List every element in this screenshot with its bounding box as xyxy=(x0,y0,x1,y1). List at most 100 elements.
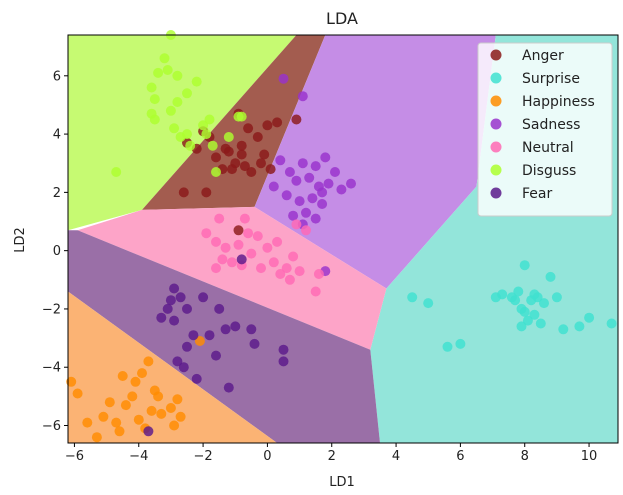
point-happiness xyxy=(120,400,131,411)
point-neutral xyxy=(268,257,279,268)
point-fear xyxy=(191,373,202,384)
point-fear xyxy=(278,356,289,367)
point-surprise xyxy=(545,271,556,282)
point-fear xyxy=(169,283,180,294)
x-axis-label: LD1 xyxy=(329,475,355,490)
point-surprise xyxy=(574,321,585,332)
point-neutral xyxy=(291,219,302,230)
legend-marker xyxy=(490,118,502,130)
point-disguss xyxy=(223,132,234,142)
x-tick-label: 8 xyxy=(521,449,529,464)
point-anger xyxy=(252,132,263,142)
point-happiness xyxy=(127,391,138,402)
region-neutral xyxy=(77,206,387,350)
point-sadness xyxy=(284,167,295,177)
point-sadness xyxy=(336,184,347,195)
point-disguss xyxy=(165,105,176,116)
point-surprise xyxy=(529,289,540,300)
point-surprise xyxy=(522,315,533,326)
point-neutral xyxy=(301,225,311,236)
point-neutral xyxy=(227,257,237,268)
point-sadness xyxy=(310,213,321,224)
point-happiness xyxy=(169,420,180,431)
legend-item-fear: Fear xyxy=(490,186,552,202)
point-fear xyxy=(162,303,173,314)
point-anger xyxy=(220,143,231,154)
point-neutral xyxy=(220,242,231,253)
legend-item-anger: Anger xyxy=(490,48,564,64)
point-disguss xyxy=(172,70,183,81)
point-sadness xyxy=(297,158,308,169)
point-surprise xyxy=(558,324,569,335)
point-surprise xyxy=(551,292,562,303)
x-axis-ticks: −6 −4 −2 0 2 4 6 8 10 xyxy=(65,443,597,464)
point-sadness xyxy=(330,167,340,177)
point-fear xyxy=(143,426,154,437)
legend-marker xyxy=(490,49,502,61)
point-neutral xyxy=(211,236,221,247)
point-sadness xyxy=(275,155,286,166)
point-sadness xyxy=(294,196,305,207)
point-happiness xyxy=(117,371,128,381)
point-anger xyxy=(239,161,250,172)
point-surprise xyxy=(516,321,527,332)
series-happiness xyxy=(66,336,205,443)
point-anger xyxy=(236,149,247,160)
point-sadness xyxy=(304,172,315,183)
y-axis-label: LD2 xyxy=(13,227,28,253)
point-neutral xyxy=(313,269,324,279)
legend-label: Disguss xyxy=(522,163,576,179)
x-tick-label: −2 xyxy=(194,449,213,464)
legend-marker xyxy=(490,187,502,199)
point-sadness xyxy=(291,175,302,186)
legend-marker xyxy=(490,141,502,153)
legend-label: Surprise xyxy=(522,71,580,87)
series-disguss xyxy=(111,30,247,177)
point-neutral xyxy=(243,228,254,239)
point-surprise xyxy=(539,298,549,309)
point-fear xyxy=(165,295,176,306)
point-happiness xyxy=(172,394,183,405)
point-disguss xyxy=(185,140,196,151)
legend: Anger Surprise Happiness Sadness Neutral Disg… xyxy=(477,42,613,217)
point-happiness xyxy=(133,414,144,425)
y-axis-ticks: −6 −4 −2 0 2 4 6 xyxy=(42,69,68,434)
x-tick-label: 0 xyxy=(263,449,271,464)
point-sadness xyxy=(346,178,356,189)
point-neutral xyxy=(284,274,295,285)
point-disguss xyxy=(204,114,215,125)
point-happiness xyxy=(114,426,125,437)
point-happiness xyxy=(156,408,167,419)
point-disguss xyxy=(191,76,202,87)
y-tick-label: 6 xyxy=(53,69,61,84)
point-happiness xyxy=(194,336,205,346)
region-sadness xyxy=(254,35,496,289)
point-happiness xyxy=(91,432,102,443)
series-fear xyxy=(143,254,289,437)
point-disguss xyxy=(146,82,157,93)
point-disguss xyxy=(149,94,160,105)
x-tick-label: 2 xyxy=(328,449,336,464)
x-tick-label: −6 xyxy=(65,449,84,464)
y-tick-label: 0 xyxy=(53,244,61,259)
point-fear xyxy=(198,292,209,303)
point-happiness xyxy=(111,417,122,428)
point-surprise xyxy=(519,260,530,271)
point-disguss xyxy=(162,65,173,75)
point-fear xyxy=(249,338,260,349)
point-disguss xyxy=(236,111,247,122)
point-fear xyxy=(211,350,221,361)
point-happiness xyxy=(66,376,77,387)
x-tick-label: 4 xyxy=(392,449,400,464)
legend-marker xyxy=(490,95,502,107)
point-fear xyxy=(172,356,183,367)
point-anger xyxy=(265,164,276,175)
x-tick-label: 6 xyxy=(456,449,464,464)
legend-item-surprise: Surprise xyxy=(490,71,580,87)
legend-label: Sadness xyxy=(522,117,580,133)
point-anger xyxy=(243,123,254,134)
point-neutral xyxy=(288,251,299,262)
point-disguss xyxy=(182,129,192,140)
point-anger xyxy=(201,187,212,198)
